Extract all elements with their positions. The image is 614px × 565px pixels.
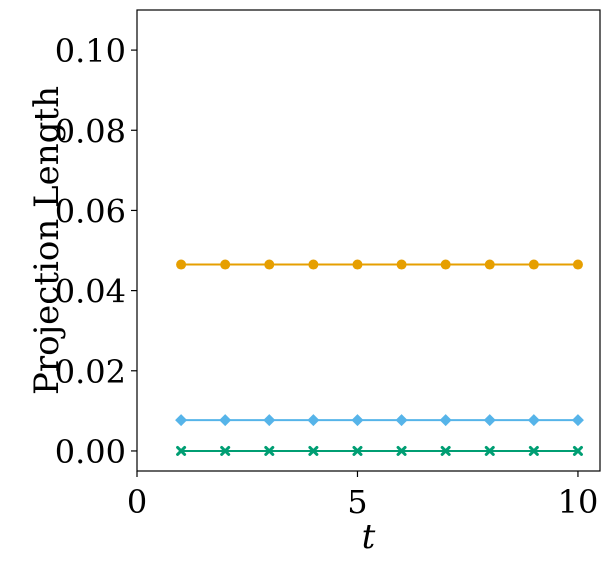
data-point bbox=[440, 445, 451, 456]
data-point bbox=[396, 259, 407, 270]
y-tick-label: 0.02 bbox=[55, 353, 126, 391]
data-point bbox=[176, 259, 187, 270]
data-point bbox=[307, 414, 320, 427]
data-point bbox=[219, 414, 232, 427]
plot-marks bbox=[175, 259, 584, 456]
plot-frame bbox=[136, 9, 601, 472]
data-point bbox=[264, 259, 275, 270]
data-point bbox=[308, 259, 319, 270]
data-point bbox=[571, 414, 584, 427]
series-2 bbox=[175, 414, 584, 427]
data-point bbox=[572, 445, 583, 456]
axis-ticks: 0 5 10 0.00 0.02 0.04 0.06 0.08 0.10 bbox=[55, 32, 599, 521]
data-point bbox=[352, 259, 363, 270]
data-point bbox=[484, 259, 495, 270]
data-point bbox=[572, 259, 583, 270]
x-tick-label: 0 bbox=[127, 483, 147, 521]
y-axis-label: Projection Length bbox=[27, 86, 67, 395]
data-point bbox=[527, 414, 540, 427]
series-3 bbox=[176, 445, 583, 456]
y-tick-label: 0.04 bbox=[55, 273, 126, 311]
data-point bbox=[220, 259, 231, 270]
data-point bbox=[483, 414, 496, 427]
data-point bbox=[175, 414, 188, 427]
data-point bbox=[528, 445, 539, 456]
y-tick-label: 0.10 bbox=[55, 32, 126, 70]
data-point bbox=[351, 414, 364, 427]
data-point bbox=[220, 445, 231, 456]
series-1 bbox=[176, 259, 583, 270]
y-tick-label: 0.00 bbox=[55, 433, 126, 471]
y-tick-label: 0.08 bbox=[55, 112, 126, 150]
data-point bbox=[263, 414, 276, 427]
data-point bbox=[308, 445, 319, 456]
data-point bbox=[176, 445, 187, 456]
data-point bbox=[352, 445, 363, 456]
x-tick-label: 5 bbox=[347, 483, 367, 521]
data-point bbox=[264, 445, 275, 456]
x-tick-label: 10 bbox=[558, 483, 599, 521]
data-point bbox=[484, 445, 495, 456]
y-tick-label: 0.06 bbox=[55, 192, 126, 230]
data-point bbox=[395, 414, 408, 427]
data-point bbox=[439, 414, 452, 427]
data-point bbox=[440, 259, 451, 270]
data-point bbox=[396, 445, 407, 456]
x-axis-label: t bbox=[362, 517, 376, 557]
data-point bbox=[528, 259, 539, 270]
